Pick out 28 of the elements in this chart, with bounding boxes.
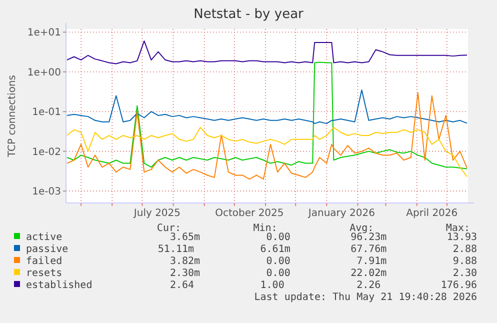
y-tick-label: 1e+01 <box>27 28 61 39</box>
chart-title: Netstat - by year <box>194 7 304 22</box>
y-tick-label: 1e-03 <box>32 186 61 198</box>
line-series <box>66 92 468 180</box>
line-series <box>66 126 468 178</box>
y-tick-label: 1e-02 <box>32 146 61 158</box>
text: 51.11m 6.61m 67.76m 2.88 <box>158 244 477 255</box>
line-series <box>66 62 468 170</box>
legend-label: established <box>26 280 92 291</box>
legend-label: active <box>26 232 62 243</box>
x-tick-label: October 2025 <box>215 208 284 219</box>
text: 3.65m 0.00 96.23m 13.93 <box>170 232 477 243</box>
legend-label: failed <box>26 256 62 267</box>
y-tick-label: 1e-01 <box>32 107 61 118</box>
text: 2.64 1.00 2.26 176.96 <box>170 280 477 291</box>
text: Last update: Thu May 21 19:40:28 2026 <box>254 292 477 303</box>
text: 2.30m 0.00 22.02m 2.30 <box>170 268 477 279</box>
y-tick-label: 1e+00 <box>27 67 61 78</box>
line-series <box>66 89 468 124</box>
legend-label: passive <box>26 244 68 255</box>
x-tick-label: April 2026 <box>406 208 458 219</box>
text: Cur: Min: Avg: Max: <box>156 223 470 234</box>
x-tick-label: January 2026 <box>307 208 375 219</box>
text: 3.82m 0.00 7.91m 9.88 <box>170 256 477 267</box>
legend-label: resets <box>26 268 62 279</box>
line-series <box>66 40 468 64</box>
x-tick-label: July 2025 <box>132 208 181 219</box>
y-axis-title: TCP connections <box>7 74 18 158</box>
